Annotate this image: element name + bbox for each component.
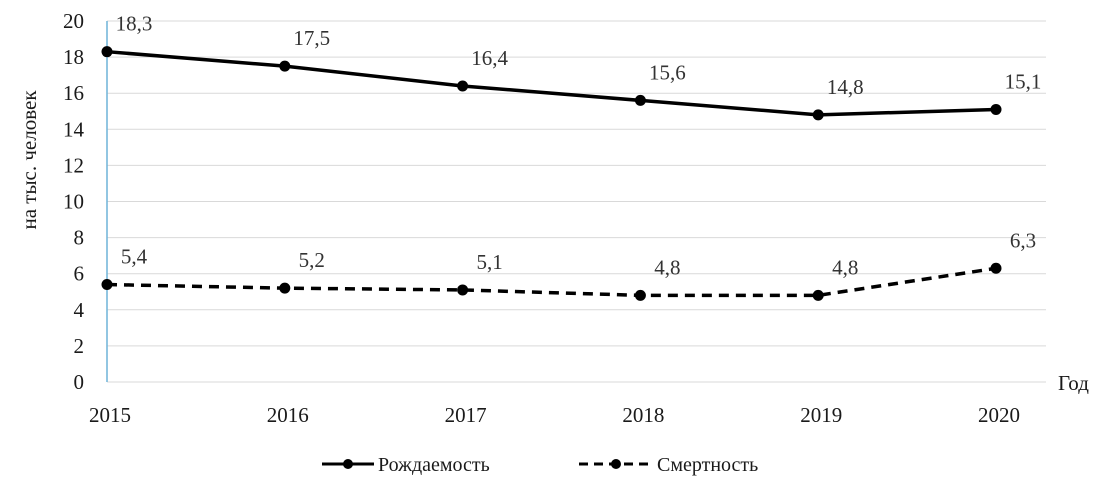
y-tick-label: 0 — [74, 370, 85, 394]
y-tick-label: 10 — [63, 190, 84, 214]
y-tick-label: 4 — [74, 298, 85, 322]
x-tick-label: 2018 — [622, 403, 664, 427]
legend-marker-0 — [343, 459, 353, 469]
series-0-point — [279, 60, 291, 72]
data-label: 14,8 — [827, 75, 864, 99]
data-label: 4,8 — [654, 255, 680, 279]
y-tick-label: 2 — [74, 334, 85, 358]
series-line-1 — [106, 266, 997, 298]
series-1-point — [101, 279, 113, 291]
series-0-point — [812, 109, 824, 121]
series-line-0 — [106, 49, 997, 117]
x-axis-title: Год — [1058, 371, 1089, 395]
y-tick-label: 18 — [63, 45, 84, 69]
series-1-point — [990, 262, 1002, 274]
x-tick-label: 2015 — [89, 403, 131, 427]
y-tick-label: 14 — [63, 117, 85, 141]
y-axis-title: на тыс. человек — [17, 90, 41, 230]
data-label: 17,5 — [293, 26, 330, 50]
axes: 0 2 4 6 8 10 12 14 16 18 20 2015 2016 2017 2018 2019 202… — [17, 9, 1089, 427]
legend-marker-1 — [611, 459, 621, 469]
x-tick-label: 2020 — [978, 403, 1020, 427]
series-0-point — [634, 94, 646, 106]
legend-label: Смертность — [657, 454, 758, 476]
legend: Рождаемость Смертность — [322, 454, 758, 476]
data-label: 15,6 — [649, 60, 686, 84]
series-1-point — [812, 289, 824, 301]
data-label: 5,1 — [476, 250, 502, 274]
series-1-point — [634, 289, 646, 301]
x-tick-label: 2017 — [445, 403, 487, 427]
series-1-point — [457, 284, 469, 296]
y-tick-label: 6 — [74, 262, 85, 286]
y-tick-label: 16 — [63, 81, 84, 105]
series-0-point — [990, 103, 1002, 115]
series-0-point — [101, 46, 113, 58]
y-tick-label: 20 — [63, 9, 84, 33]
data-label: 16,4 — [471, 46, 508, 70]
series-0-point — [457, 80, 469, 92]
x-tick-label: 2016 — [267, 403, 309, 427]
legend-label: Рождаемость — [378, 454, 490, 476]
data-label: 18,3 — [116, 12, 153, 36]
y-tick-label: 12 — [63, 153, 84, 177]
gridlines — [107, 20, 1046, 383]
data-label: 5,4 — [121, 245, 148, 269]
data-series — [101, 46, 1002, 301]
data-label: 5,2 — [299, 248, 325, 272]
data-label: 6,3 — [1010, 228, 1036, 252]
data-label: 15,1 — [1005, 69, 1042, 93]
data-label: 4,8 — [832, 255, 858, 279]
x-tick-label: 2019 — [800, 403, 842, 427]
y-tick-label: 8 — [74, 226, 85, 250]
data-labels: 18,3 17,5 16,4 15,6 14,8 15,1 5,4 5,2 5,1 4,8 4,8 6… — [116, 12, 1042, 280]
series-1-point — [279, 282, 291, 294]
